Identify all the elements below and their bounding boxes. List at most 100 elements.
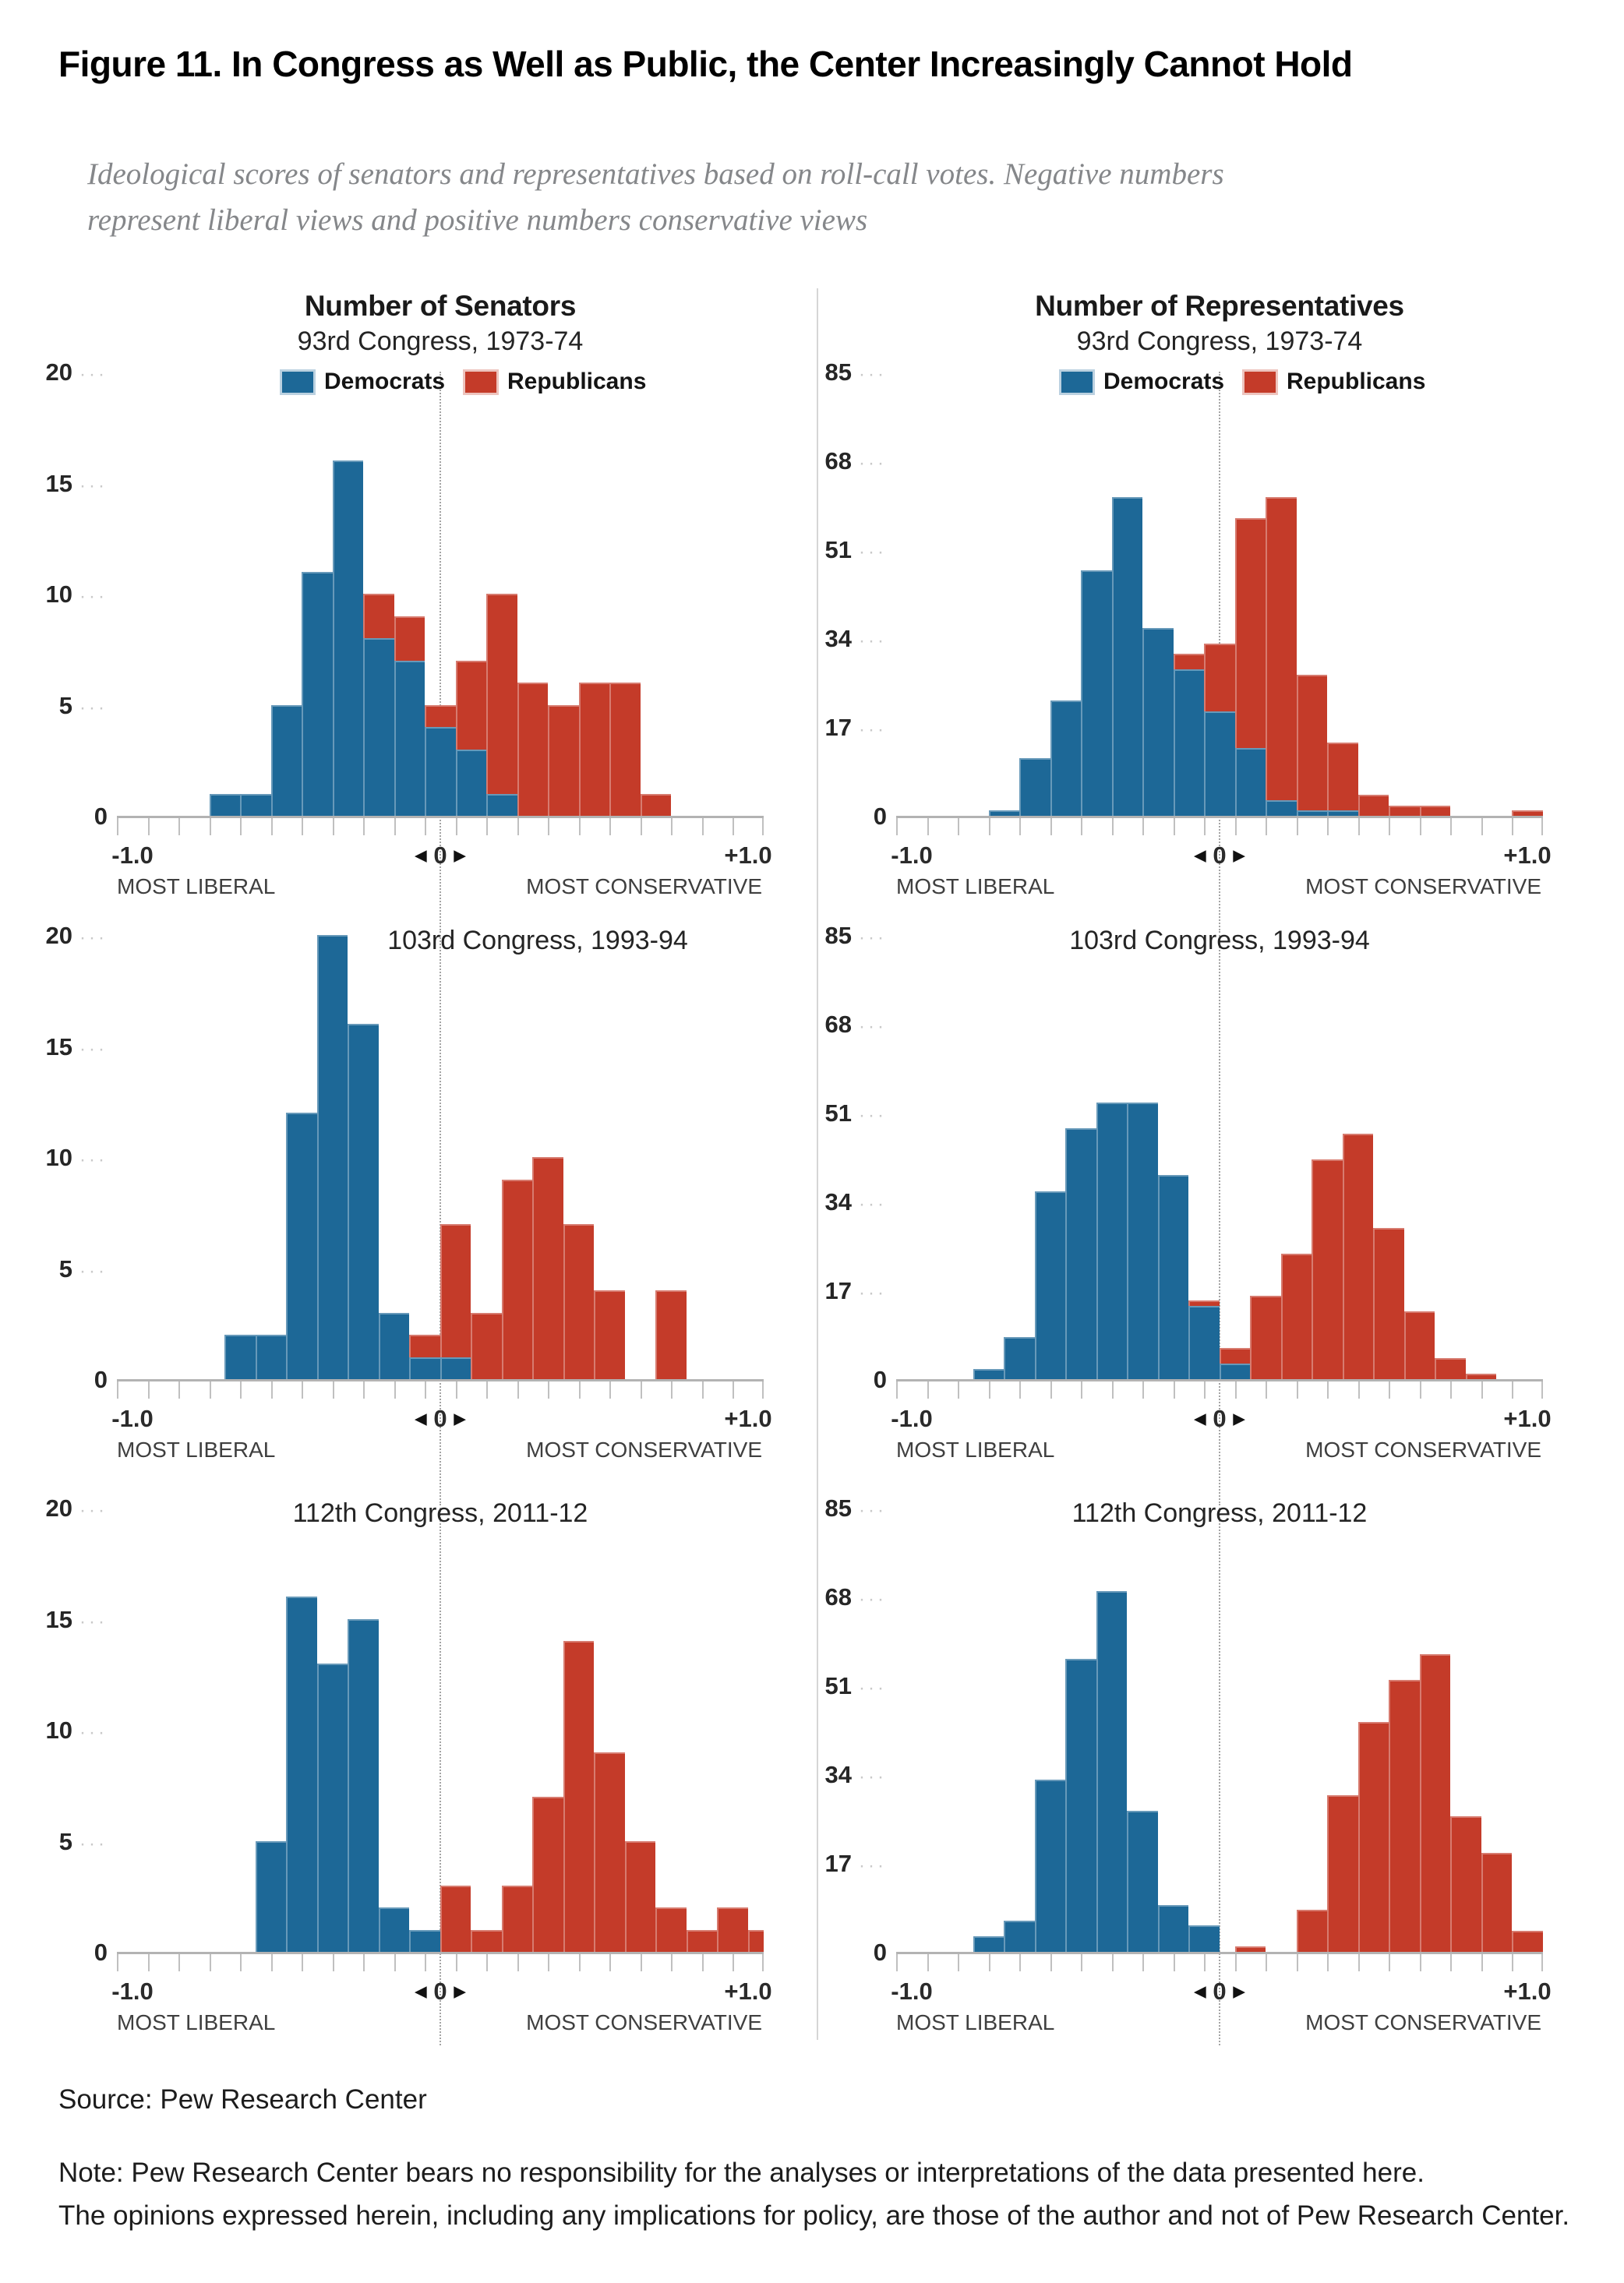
- x-zero-label: ◀ 0 ▶: [1195, 1405, 1245, 1433]
- plot-wrap: Democrats Republicans 20 ··· 15 ··· 10 ··· 5 ··…: [46, 358, 772, 933]
- x-tick-mark: [425, 1954, 426, 1971]
- y-tick-value: 0: [873, 803, 887, 830]
- republicans-label: Republicans: [1287, 369, 1426, 394]
- most-liberal-caption: MOST LIBERAL: [117, 874, 276, 898]
- tick-leader-dots: ···: [859, 1855, 887, 1876]
- x-min-label: -1.0: [891, 842, 933, 869]
- democrat-bar-segment: [209, 793, 240, 816]
- y-tick-label: 10 ···: [46, 1144, 108, 1172]
- x-tick-mark: [762, 818, 764, 835]
- x-tick-mark: [1541, 1381, 1543, 1399]
- democrat-bar-segment: [270, 704, 302, 816]
- tick-leader-dots: ···: [79, 697, 108, 718]
- x-axis-captions: MOST LIBERAL MOST CONSERVATIVE: [896, 874, 1543, 905]
- source-line: Source: Pew Research Center: [58, 2084, 427, 2115]
- y-tick-value: 51: [824, 1672, 853, 1699]
- republican-bar-segment: [1234, 1946, 1266, 1952]
- chart-house-103: 103rd Congress, 1993-94 85 ··· 68 ··· 51 ··· 3…: [825, 922, 1624, 1505]
- x-tick-mark: [486, 1954, 488, 1971]
- democrat-bar-segment: [1127, 1810, 1158, 1952]
- republican-bar-segment: [578, 683, 609, 816]
- y-tick-label: 17 ···: [825, 1850, 887, 1878]
- democrat-bar-segment: [1327, 810, 1358, 816]
- y-axis-labels: 20 ··· 15 ··· 10 ··· 5 ··· 0: [44, 1494, 111, 1966]
- y-tick-label: 15 ···: [46, 470, 108, 498]
- democrat-bar-segment: [378, 1312, 410, 1379]
- democrat-bar-segment: [316, 1663, 348, 1952]
- most-conservative-caption: MOST CONSERVATIVE: [526, 2010, 762, 2034]
- x-axis-labels: -1.0 ◀ 0 ▶ +1.0: [111, 838, 771, 874]
- democrat-bar-segment: [1004, 1337, 1035, 1379]
- y-tick-label: 85 ···: [825, 1494, 887, 1523]
- tick-leader-dots: ···: [79, 586, 108, 607]
- x-tick-mark: [517, 1954, 519, 1971]
- y-tick-value: 68: [824, 1583, 853, 1611]
- tick-leader-dots: ···: [79, 1038, 108, 1060]
- chart-senate-112: 112th Congress, 2011-12 20 ··· 15 ··· 10 ··· 5…: [44, 1494, 812, 2045]
- x-tick-mark: [1204, 818, 1206, 835]
- democrat-bar-segment: [224, 1335, 256, 1379]
- x-tick-mark: [240, 818, 242, 835]
- x-tick-mark: [927, 1954, 929, 1971]
- republicans-swatch-icon: [465, 371, 496, 393]
- y-axis-labels: 20 ··· 15 ··· 10 ··· 5 ··· 0: [44, 358, 111, 830]
- republican-bar-segment: [1403, 1311, 1435, 1379]
- x-tick-mark: [486, 818, 488, 835]
- x-tick-mark: [147, 1954, 150, 1971]
- x-axis-labels: -1.0 ◀ 0 ▶ +1.0: [111, 1402, 771, 1438]
- x-axis-ticks: [117, 1381, 764, 1402]
- zero-dotted-line: [1219, 935, 1220, 1505]
- x-tick-mark: [486, 1381, 488, 1399]
- x-axis-ticks: [117, 1954, 764, 1974]
- x-tick-mark: [332, 1954, 334, 1971]
- republican-bar-segment: [609, 683, 641, 816]
- democrat-bar-segment: [1034, 1191, 1066, 1379]
- y-tick-label: 51 ···: [825, 1099, 887, 1127]
- figure-title: Figure 11. In Congress as Well as Public…: [58, 44, 1353, 84]
- tick-leader-dots: ···: [859, 364, 887, 385]
- x-tick-mark: [363, 1381, 365, 1399]
- zero-text: 0: [1213, 1978, 1227, 2005]
- republican-bar-segment: [1435, 1358, 1466, 1379]
- x-tick-mark: [117, 1954, 118, 1971]
- y-tick-value: 85: [824, 358, 853, 386]
- republican-bar-segment: [655, 1907, 687, 1952]
- x-tick-mark: [1081, 1381, 1082, 1399]
- y-tick-label: 68 ···: [825, 1011, 887, 1039]
- x-max-label: +1.0: [724, 842, 772, 869]
- x-tick-mark: [455, 1381, 457, 1399]
- x-tick-mark: [1327, 1381, 1329, 1399]
- y-tick-value: 15: [45, 1032, 73, 1060]
- x-axis-labels: -1.0 ◀ 0 ▶ +1.0: [891, 1974, 1551, 2010]
- x-axis-captions: MOST LIBERAL MOST CONSERVATIVE: [117, 2010, 764, 2041]
- republican-bar-segment: [1357, 795, 1389, 816]
- most-conservative-caption: MOST CONSERVATIVE: [526, 874, 762, 898]
- plot-area: [896, 935, 1543, 1381]
- y-tick-label: 68 ···: [825, 1583, 887, 1611]
- x-tick-mark: [1142, 1954, 1144, 1971]
- x-tick-mark: [1512, 1954, 1513, 1971]
- tick-leader-dots: ···: [79, 364, 108, 385]
- x-min-label: -1.0: [891, 1405, 933, 1432]
- democrats-label: Democrats: [324, 369, 446, 394]
- zero-text: 0: [433, 842, 447, 869]
- x-tick-mark: [394, 1381, 396, 1399]
- democrat-bar-segment: [1065, 1659, 1096, 1952]
- y-tick-value: 85: [824, 922, 853, 949]
- x-tick-mark: [302, 1381, 303, 1399]
- chart-legend: Democrats Republicans: [896, 369, 1543, 395]
- y-tick-value: 5: [58, 691, 73, 719]
- tick-leader-dots: ···: [859, 1589, 887, 1610]
- figure-subtitle-line2: represent liberal views and positive num…: [87, 203, 868, 237]
- x-tick-mark: [640, 1381, 642, 1399]
- democrat-bar-segment: [486, 793, 517, 816]
- x-tick-mark: [270, 1381, 273, 1399]
- y-tick-value: 17: [824, 714, 853, 741]
- chart-house-112: 112th Congress, 2011-12 85 ··· 68 ··· 51 ··· 3…: [824, 1494, 1624, 2045]
- plot-wrap: Democrats Republicans 85 ··· 68 ··· 51 ··· 34 ·…: [825, 358, 1552, 933]
- republican-bar-segment: [455, 660, 486, 750]
- right-arrow-icon: ▶: [1233, 1410, 1245, 1427]
- x-max-label: +1.0: [1503, 842, 1552, 869]
- y-tick-label: 5 ···: [59, 1828, 108, 1856]
- x-min-label: -1.0: [111, 842, 154, 869]
